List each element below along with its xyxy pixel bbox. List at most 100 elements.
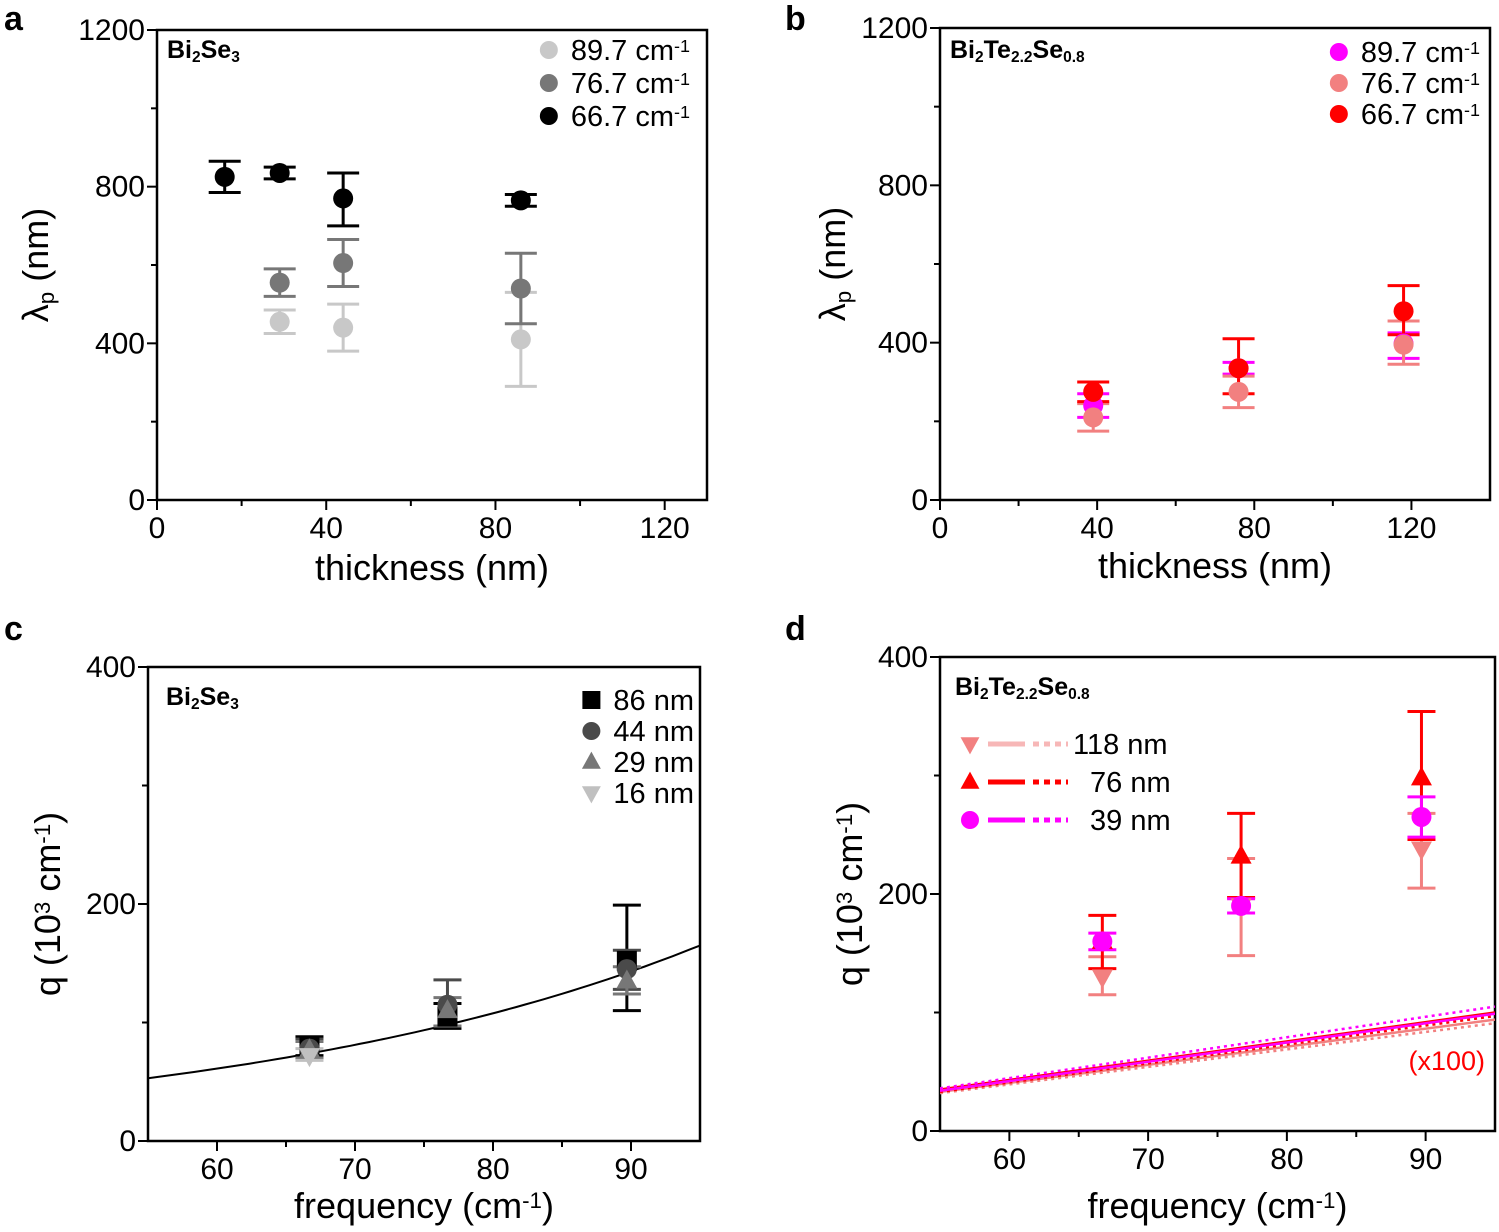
panel-title-part: Bi xyxy=(950,36,975,64)
panel-title: Bi2Te2.2Se0.8 xyxy=(955,673,1090,703)
y-axis-label-part: -1 xyxy=(30,824,55,844)
panel-title: Bi2Te2.2Se0.8 xyxy=(950,36,1085,66)
legend-label: 86 nm xyxy=(613,685,694,717)
y-tick-label: 200 xyxy=(86,888,136,921)
y-axis-label: λp (nm) xyxy=(812,207,856,321)
legend-marker xyxy=(539,74,558,92)
y-axis-label-part: q (10 xyxy=(27,914,68,996)
data-point xyxy=(616,969,638,989)
data-point xyxy=(1230,844,1252,864)
legend: 89.7 cm-176.7 cm-166.7 cm-1 xyxy=(539,35,690,133)
data-point xyxy=(298,1048,320,1068)
panel-title-part: 3 xyxy=(230,696,239,713)
panel-title-part: Se xyxy=(1033,36,1064,64)
y-tick-label: 400 xyxy=(878,641,928,674)
panel-title: Bi2Se3 xyxy=(166,683,239,713)
plot-area xyxy=(940,710,1495,1095)
y-axis-label-part: p xyxy=(831,291,856,303)
legend-label-part: -1 xyxy=(674,69,690,89)
x-tick-label: 120 xyxy=(640,512,690,545)
x-axis-label-part: ) xyxy=(1335,1185,1347,1226)
y-tick-label: 400 xyxy=(86,651,136,684)
panel-title-part: 3 xyxy=(231,49,240,66)
x-axis-label: frequency (cm-1) xyxy=(1088,1185,1348,1226)
legend-marker xyxy=(539,41,558,59)
x-axis-label-part: ) xyxy=(542,1185,554,1226)
y-axis-label: q (103 cm-1) xyxy=(829,802,870,986)
panel-label: c xyxy=(4,610,23,648)
legend-marker xyxy=(960,771,980,789)
series-line xyxy=(940,1005,1495,1090)
y-axis-label-part: ) xyxy=(829,802,870,814)
legend-label-part: 66.7 cm xyxy=(1361,99,1464,131)
x-tick-label: 70 xyxy=(1131,1143,1164,1176)
data-point xyxy=(1083,407,1104,428)
legend-marker xyxy=(1329,43,1348,61)
data-point xyxy=(1411,806,1432,827)
legend-label-part: 89.7 cm xyxy=(571,35,674,67)
series-line xyxy=(940,1014,1495,1094)
y-tick-label: 800 xyxy=(878,169,928,202)
x-tick-label: 40 xyxy=(1080,512,1113,545)
panel-title-part: Se xyxy=(200,683,231,711)
x-tick-label: 90 xyxy=(1409,1143,1442,1176)
legend-label-part: -1 xyxy=(674,36,690,56)
panel-title-part: 2 xyxy=(980,686,989,703)
data-point xyxy=(1228,381,1249,402)
data-point xyxy=(269,162,290,183)
panel-title-part: Te xyxy=(984,36,1011,64)
x-tick-label: 120 xyxy=(1386,512,1436,545)
legend-label-part: 76.7 cm xyxy=(571,68,674,100)
x-axis-label: thickness (nm) xyxy=(1098,545,1332,586)
legend-label: 89.7 cm-1 xyxy=(571,35,690,67)
panel-title-part: 0.8 xyxy=(1068,686,1090,703)
data-point xyxy=(1228,358,1249,379)
data-point xyxy=(510,278,531,299)
x-tick-label: 80 xyxy=(476,1153,509,1186)
legend-label: 66.7 cm-1 xyxy=(1361,99,1480,131)
panel-title-part: Bi xyxy=(955,673,980,701)
y-axis-label-part: p xyxy=(34,292,59,304)
plot-area xyxy=(148,903,700,1080)
legend-marker xyxy=(961,811,979,829)
data-point xyxy=(333,253,354,274)
legend-label-part: -1 xyxy=(1464,38,1480,58)
data-point xyxy=(436,999,458,1019)
legend-marker xyxy=(582,722,601,740)
panel-title-part: 2.2 xyxy=(1011,49,1033,66)
y-axis-label-part: λ xyxy=(812,303,853,321)
legend-label-part: -1 xyxy=(1464,69,1480,89)
legend: 118 nm 76 nm 39 nm xyxy=(960,729,1171,837)
y-axis-label: λp (nm) xyxy=(15,208,59,322)
y-tick-label: 200 xyxy=(878,878,928,911)
legend-label: 44 nm xyxy=(613,716,694,748)
legend-label-part: 66.7 cm xyxy=(571,101,674,133)
x-tick-label: 60 xyxy=(200,1153,233,1186)
y-tick-label: 0 xyxy=(911,484,928,517)
legend-marker xyxy=(1329,105,1348,123)
legend-label-part: 89.7 cm xyxy=(1361,37,1464,69)
legend-label-part: 76.7 cm xyxy=(1361,68,1464,100)
legend-marker xyxy=(1329,74,1348,92)
data-point xyxy=(1393,301,1414,322)
y-axis-label-part: cm xyxy=(27,844,68,902)
legend-label-part: -1 xyxy=(674,102,690,122)
y-tick-label: 1200 xyxy=(78,14,145,47)
panel-title-part: 2 xyxy=(191,696,200,713)
y-axis-label-part: cm xyxy=(829,834,870,892)
x-tick-label: 0 xyxy=(149,512,166,545)
y-tick-label: 800 xyxy=(95,171,145,204)
legend-label: 76.7 cm-1 xyxy=(1361,68,1480,100)
legend-label: 76 nm xyxy=(1090,767,1171,799)
panel-title-part: Se xyxy=(1038,673,1069,701)
scale-annotation: (x100) xyxy=(1408,1046,1485,1076)
y-axis-label-part: ) xyxy=(27,812,68,824)
panel-label: b xyxy=(785,0,806,38)
x-tick-label: 60 xyxy=(993,1143,1026,1176)
y-axis-label-part: q (10 xyxy=(829,904,870,986)
x-tick-label: 80 xyxy=(1270,1143,1303,1176)
